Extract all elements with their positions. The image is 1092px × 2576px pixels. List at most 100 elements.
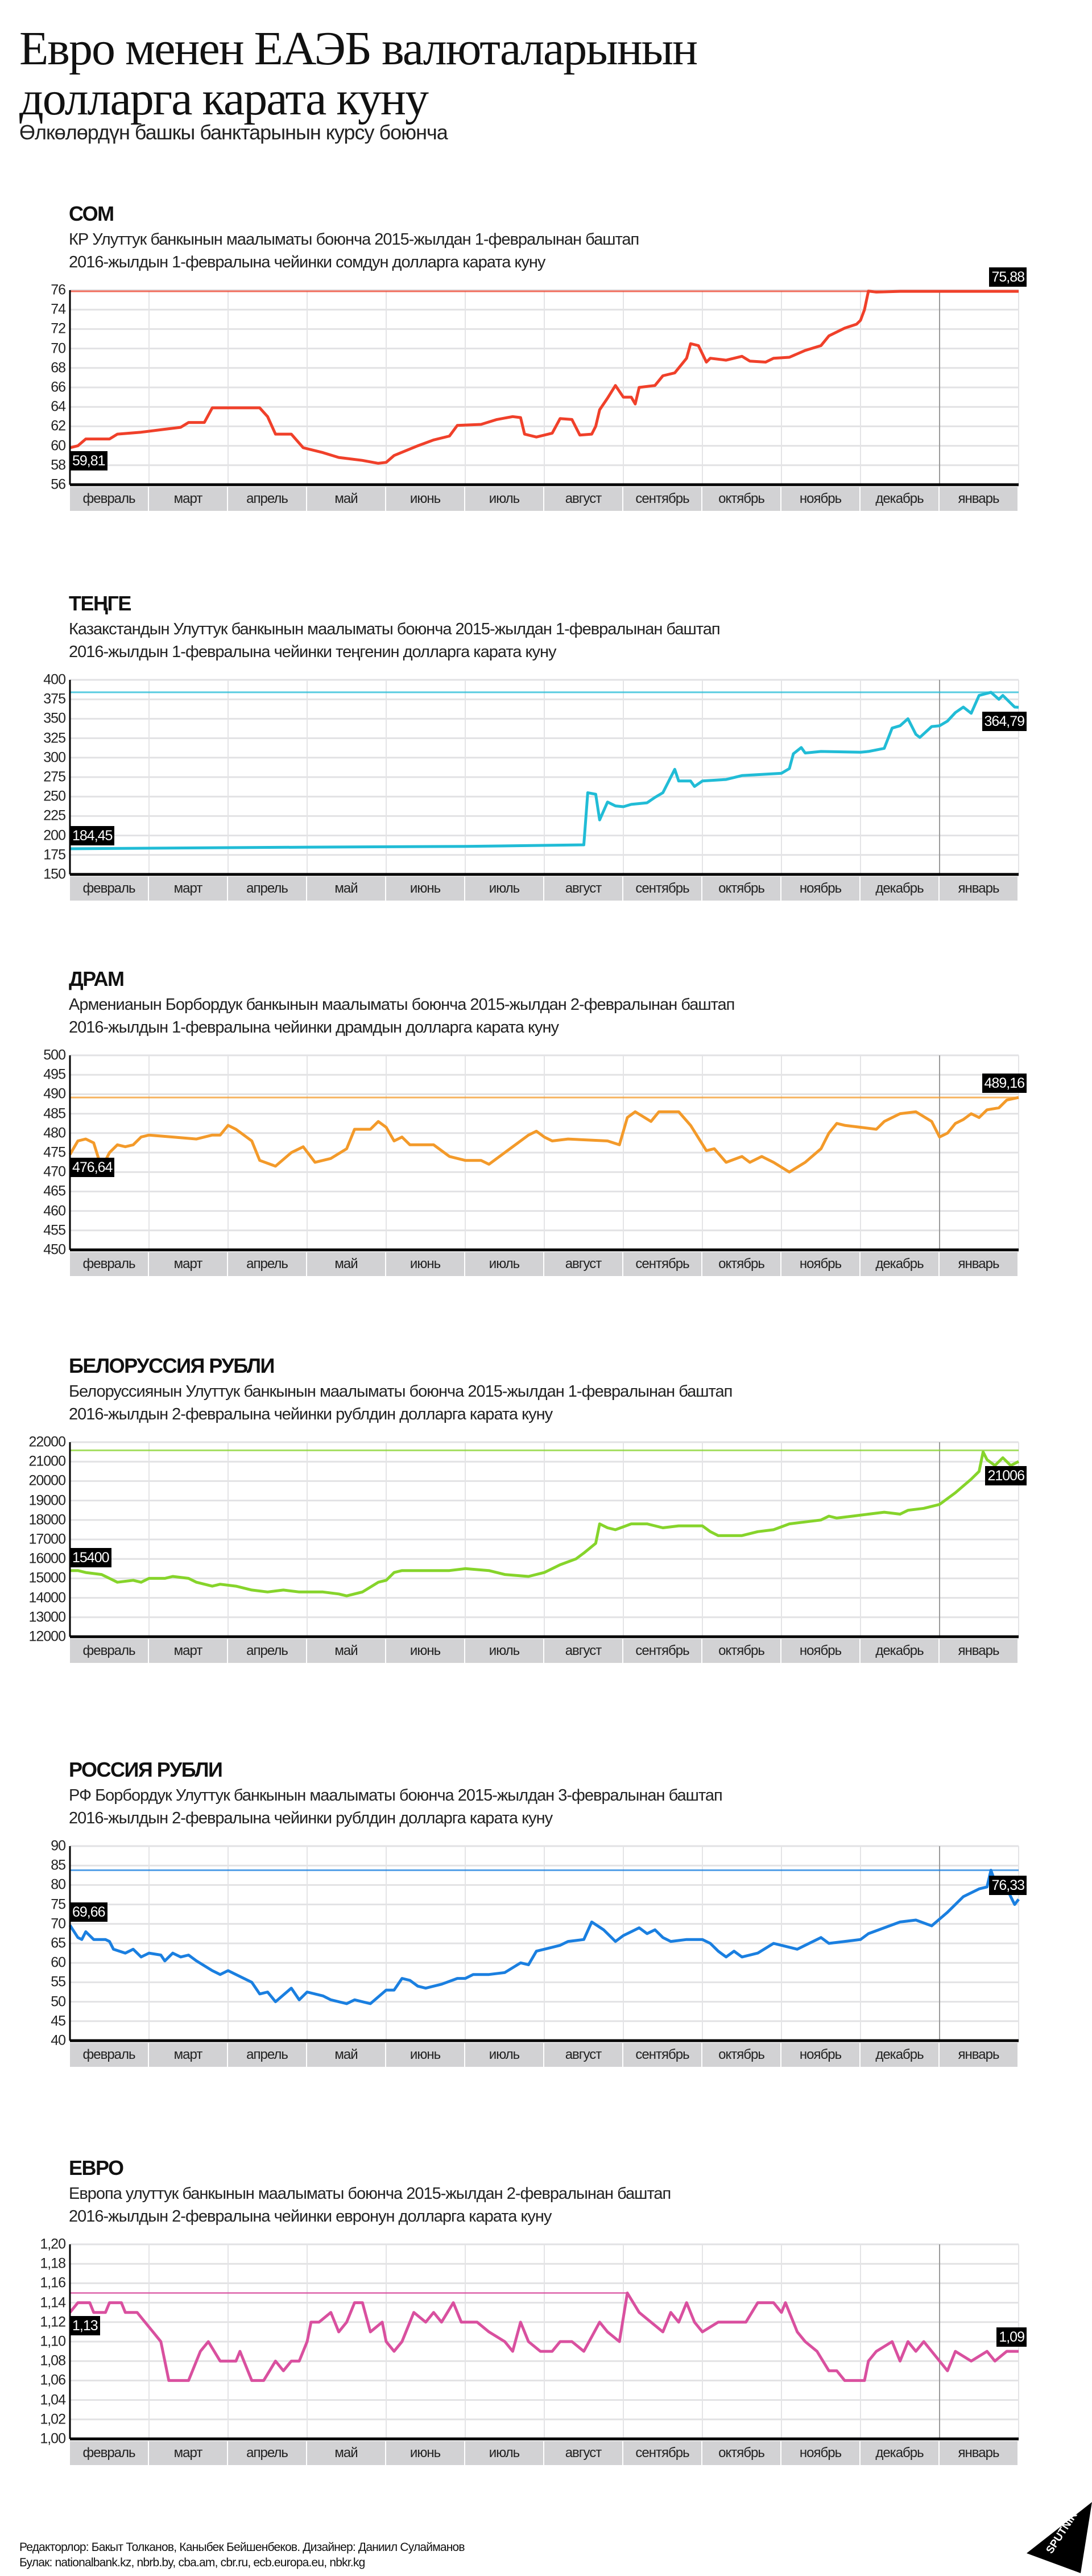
y-tick-label: 16000 xyxy=(28,1550,66,1567)
y-tick-label: 64 xyxy=(51,398,66,415)
month-label: январь xyxy=(940,487,1019,511)
y-tick-label: 490 xyxy=(43,1085,66,1102)
y-tick-label: 56 xyxy=(51,476,66,493)
month-label: июнь xyxy=(386,877,465,901)
month-label: март xyxy=(149,1252,228,1276)
y-tick-label: 20000 xyxy=(28,1472,66,1489)
y-tick-label: 60 xyxy=(51,1954,66,1971)
y-tick-label: 175 xyxy=(43,847,66,863)
month-label: август xyxy=(544,1252,623,1276)
month-label: ноябрь xyxy=(781,487,861,511)
month-label: декабрь xyxy=(861,487,940,511)
month-axis: февраль март апрель май июнь июль август сентяб… xyxy=(70,2043,1019,2067)
series-line xyxy=(68,1096,1019,1174)
month-label: июль xyxy=(465,1639,544,1663)
y-tick-label: 495 xyxy=(43,1066,66,1083)
chart-title: РОССИЯ РУБЛИ xyxy=(69,1758,223,1781)
month-label: июль xyxy=(465,1252,544,1276)
month-label: май xyxy=(307,487,386,511)
month-label: октябрь xyxy=(702,1252,781,1276)
y-tick-label: 50 xyxy=(51,1993,66,2010)
chart-subtitle-line: Белоруссиянын Улуттук банкынын маалыматы… xyxy=(69,1382,733,1401)
line-chart xyxy=(69,679,1019,876)
start-value-label: 59,81 xyxy=(70,451,107,471)
y-tick-label: 1,10 xyxy=(40,2333,66,2350)
end-value-label: 21006 xyxy=(985,1465,1027,1485)
end-value-label: 1,09 xyxy=(996,2327,1027,2347)
month-label: февраль xyxy=(70,2043,149,2067)
month-label: сентябрь xyxy=(623,2441,702,2465)
month-label: декабрь xyxy=(861,2043,940,2067)
start-value-label: 15400 xyxy=(70,1547,111,1567)
y-tick-label: 19000 xyxy=(28,1492,66,1509)
end-value-label: 364,79 xyxy=(982,712,1027,732)
y-tick-label: 470 xyxy=(43,1163,66,1180)
month-label: февраль xyxy=(70,1252,149,1276)
chart-title: ЕВРО xyxy=(69,2156,124,2179)
chart-section: ЕВРО Европа улуттук банкынын маалыматы бо… xyxy=(0,2150,1092,2503)
month-label: август xyxy=(544,1639,623,1663)
month-label: сентябрь xyxy=(623,1639,702,1663)
month-label: январь xyxy=(940,2441,1019,2465)
y-tick-label: 325 xyxy=(43,730,66,746)
end-value-label: 75,88 xyxy=(989,267,1027,287)
chart-section: ДРАМ Арменианын Борбордук банкынын маалым… xyxy=(0,961,1092,1314)
y-tick-label: 375 xyxy=(43,691,66,707)
y-tick-label: 350 xyxy=(43,710,66,726)
month-label: апрель xyxy=(228,877,307,901)
chart-subtitle-line: Арменианын Борбордук банкынын маалыматы … xyxy=(69,996,735,1014)
plot-area: 15400 21006 xyxy=(69,1441,1027,1638)
y-tick-label: 58 xyxy=(51,457,66,473)
month-label: октябрь xyxy=(702,877,781,901)
y-tick-label: 22000 xyxy=(28,1434,66,1450)
month-label: сентябрь xyxy=(623,877,702,901)
line-chart xyxy=(68,1845,1020,2042)
chart-title: БЕЛОРУССИЯ РУБЛИ xyxy=(69,1354,275,1377)
y-tick-label: 62 xyxy=(51,418,66,434)
month-label: апрель xyxy=(228,2441,307,2465)
y-tick-label: 1,12 xyxy=(40,2314,66,2330)
month-label: февраль xyxy=(70,1639,149,1663)
month-axis: февраль март апрель май июнь июль август сентяб… xyxy=(70,1252,1019,1276)
y-tick-label: 55 xyxy=(51,1974,66,1990)
month-axis: февраль март апрель май июнь июль август сентяб… xyxy=(70,487,1019,511)
month-label: июнь xyxy=(386,1252,465,1276)
month-label: апрель xyxy=(228,487,307,511)
series-line xyxy=(69,2292,1019,2382)
y-tick-label: 90 xyxy=(51,1838,66,1854)
month-label: ноябрь xyxy=(781,1252,861,1276)
chart-subtitle-line: 2016-жылдын 2-февралына чейинки рублдин … xyxy=(69,1405,553,1423)
y-tick-label: 1,08 xyxy=(40,2352,66,2369)
series-line xyxy=(69,691,1019,851)
chart-subtitle-line: 2016-жылдын 2-февралына чейинки евронун … xyxy=(69,2207,552,2226)
y-tick-label: 72 xyxy=(51,320,66,337)
y-tick-label: 76 xyxy=(51,282,66,298)
month-label: октябрь xyxy=(702,1639,781,1663)
y-tick-label: 70 xyxy=(51,1916,66,1932)
month-label: ноябрь xyxy=(781,1639,861,1663)
chart-subtitle-line: РФ Борбордук Улуттук банкынын маалыматы … xyxy=(69,1786,723,1805)
month-label: июль xyxy=(465,2043,544,2067)
y-tick-label: 225 xyxy=(43,807,66,824)
month-label: декабрь xyxy=(861,877,940,901)
y-tick-label: 60 xyxy=(51,437,66,454)
y-tick-label: 1,18 xyxy=(40,2255,66,2272)
month-label: январь xyxy=(940,1252,1019,1276)
y-tick-label: 13000 xyxy=(28,1609,66,1625)
y-tick-label: 275 xyxy=(43,769,66,785)
month-label: ноябрь xyxy=(781,2043,861,2067)
y-tick-label: 65 xyxy=(51,1935,66,1951)
month-axis: февраль март апрель май июнь июль август сентяб… xyxy=(70,1639,1019,1663)
y-tick-label: 475 xyxy=(43,1144,66,1161)
month-label: июнь xyxy=(386,2043,465,2067)
month-label: июль xyxy=(465,2441,544,2465)
y-tick-label: 75 xyxy=(51,1896,66,1913)
month-label: декабрь xyxy=(861,1252,940,1276)
month-label: март xyxy=(149,877,228,901)
start-value-label: 476,64 xyxy=(70,1158,115,1178)
month-label: апрель xyxy=(228,1252,307,1276)
month-label: март xyxy=(149,1639,228,1663)
series-line xyxy=(69,290,1019,465)
month-label: май xyxy=(307,2043,386,2067)
month-label: февраль xyxy=(70,877,149,901)
